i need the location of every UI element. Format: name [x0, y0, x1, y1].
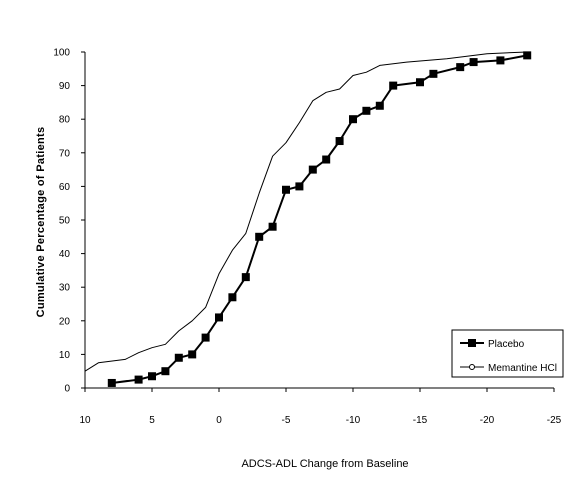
data-point-placebo — [362, 106, 371, 115]
data-point-placebo — [496, 56, 505, 65]
y-ticks: 0 10 20 30 40 50 60 70 80 90 100 — [53, 48, 85, 395]
data-point-placebo — [215, 313, 223, 322]
y-tick-label: 40 — [59, 249, 71, 260]
data-point-placebo — [201, 333, 210, 342]
y-tick-label: 100 — [53, 48, 70, 59]
data-point-placebo — [107, 378, 116, 387]
data-point-placebo — [282, 185, 290, 194]
y-tick-label: 70 — [59, 148, 71, 159]
data-point-placebo — [308, 165, 317, 174]
legend: Placebo Memantine HCl — [451, 329, 564, 378]
data-point-placebo — [255, 232, 264, 241]
x-tick-label: -5 — [282, 415, 291, 426]
x-axis-title: ADCS-ADL Change from Baseline — [241, 458, 408, 470]
y-tick-label: 90 — [59, 81, 71, 92]
y-tick-label: 30 — [59, 283, 71, 294]
data-point-placebo — [161, 367, 170, 376]
series-memantine-hcl — [84, 51, 528, 372]
series-line-memantine-hcl — [84, 51, 528, 372]
plot-area: 10 5 0 -5 -10 -15 -20 -25 010203040506070809010… — [53, 48, 561, 427]
data-point-placebo — [456, 63, 465, 72]
series-placebo — [107, 51, 532, 387]
y-tick-label: 60 — [59, 182, 71, 193]
x-tick-label: -25 — [547, 415, 562, 426]
legend-placebo-label: Placebo — [488, 339, 525, 350]
x-tick-label: -10 — [346, 415, 361, 426]
y-tick-label: 50 — [59, 216, 71, 227]
x-ticks: 10 5 0 -5 -10 -15 -20 -25 — [79, 388, 562, 426]
x-tick-label: 0 — [216, 415, 222, 426]
data-point-placebo — [469, 58, 478, 67]
x-tick-label: 10 — [79, 415, 91, 426]
y-axis-title: Cumulative Percentage of Patients — [35, 127, 47, 318]
legend-item-memantine: Memantine HCl — [460, 363, 557, 374]
x-tick-label: -20 — [480, 415, 495, 426]
data-point-placebo — [335, 137, 344, 146]
y-tick-label: 10 — [59, 350, 71, 361]
x-tick-label: -15 — [413, 415, 428, 426]
data-point-placebo — [134, 375, 143, 384]
data-point-placebo — [322, 155, 331, 164]
data-point-placebo — [523, 51, 532, 60]
data-point-placebo — [375, 101, 384, 110]
legend-memantine-marker — [469, 364, 475, 370]
y-tick-label: 0 — [64, 384, 70, 395]
data-point-placebo — [188, 350, 197, 359]
y-tick-label: 20 — [59, 316, 71, 327]
legend-item-placebo: Placebo — [460, 339, 525, 350]
legend-placebo-marker — [468, 339, 476, 347]
data-point-placebo — [148, 372, 156, 381]
y-tick-label: 80 — [59, 115, 71, 126]
data-point-placebo — [268, 222, 277, 231]
data-point-placebo — [295, 182, 304, 191]
series-layer — [84, 51, 532, 387]
legend-memantine-label: Memantine HCl — [488, 363, 557, 374]
data-point-placebo — [174, 353, 183, 362]
data-point-placebo — [416, 78, 424, 87]
data-point-placebo — [241, 273, 250, 282]
data-point-placebo — [389, 81, 398, 90]
data-point-placebo — [429, 69, 438, 78]
data-point-placebo — [228, 293, 237, 302]
data-point-placebo — [349, 115, 357, 124]
x-tick-label: 5 — [149, 415, 155, 426]
